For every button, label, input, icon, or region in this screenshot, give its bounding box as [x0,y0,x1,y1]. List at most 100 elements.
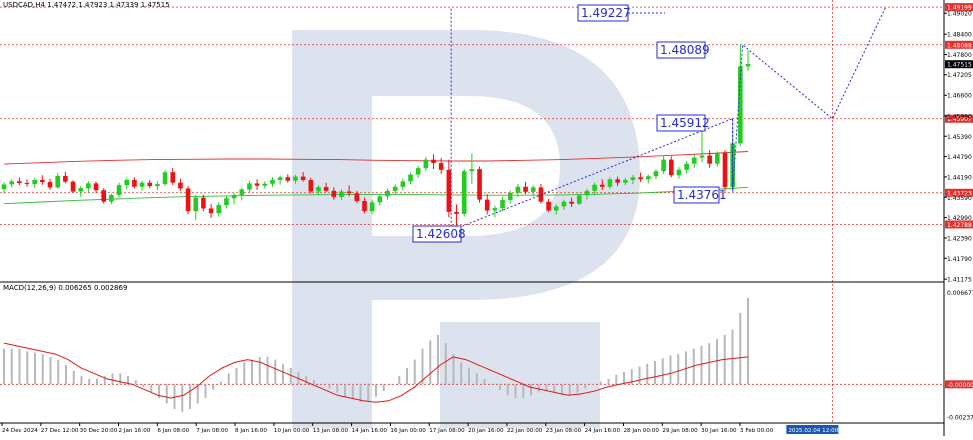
macd-histogram-bar [623,371,625,385]
macd-histogram-bar [189,384,191,410]
candle-body [323,187,329,191]
candle-body [346,191,352,194]
candle-body [423,159,429,169]
forecast-label-box [656,41,706,59]
macd-zero-label-bg [945,380,973,389]
macd-histogram-bar [747,297,749,385]
candle-body [469,169,475,172]
macd-histogram-bar [165,384,168,404]
macd-histogram-bar [638,366,641,385]
candle-body [385,190,390,197]
macd-histogram-bar [576,384,579,393]
macd-histogram-bar [522,384,525,399]
macd-histogram-bar [142,384,145,388]
macd-histogram-bar [630,369,633,385]
macd-histogram-bar [607,378,610,385]
candle-body [231,194,237,199]
time-tick-label: 30 Dec 20:00 [80,428,118,434]
symbol-header: USDCAD,H4 1.47472 1.47923 1.47339 1.4751… [3,1,170,9]
candle-body [553,206,559,211]
macd-signal-line [3,342,749,403]
forecast-path [450,5,887,232]
time-tick-label: 2 Jan 16:00 [119,428,151,434]
time-tick-label: 16 Jan 00:00 [390,428,426,434]
macd-histogram-bar [359,384,362,403]
macd-histogram-bar [119,373,122,385]
candle-body [155,184,160,187]
candle-body [216,205,222,214]
time-tick-label: 8 Jan 16:00 [235,428,267,434]
candle-body [492,208,498,211]
macd-histogram-bar [468,367,470,385]
candle-body [1,184,7,190]
candle-body [745,64,751,67]
candle-body [415,168,421,175]
candle-body [132,179,137,187]
macd-histogram-bar [127,376,129,385]
price-tick-label: 1.41175 [947,277,972,284]
macd-histogram-bar [320,384,323,385]
forecast-label: 1.45912 [660,116,710,130]
macd-tick-label: -0.000000 [947,382,973,389]
macd-histogram-bar [375,384,377,397]
candle-body [408,174,413,182]
macd-histogram-bar [483,378,486,385]
candle-body [592,184,597,191]
candle-body [178,182,183,189]
forecast-labels: 1.49227 1.48089 1.45912 1.43761 1.42608 [412,4,727,243]
candle-body [239,189,245,195]
candle-body [63,175,68,182]
candle-body [392,186,398,191]
macd-histogram-bar [530,384,532,396]
candle-body [477,169,482,200]
macd-histogram-bar [235,367,238,385]
level-label-bg [945,220,973,229]
price-tick-label: 1.45990 [947,113,972,120]
macd-histogram-bar [96,378,98,385]
candle-body [277,177,283,180]
candle-body [55,175,60,188]
time-tick-label: 22 Jan 00:00 [507,428,543,434]
candle-body [17,181,22,184]
watermark-block [440,322,600,428]
candle-body [431,159,436,164]
macd-histogram-bar [266,356,269,385]
macd-histogram-bar [421,348,424,385]
candle-body [584,190,590,196]
candle-body [692,157,697,164]
candle-body [645,176,651,180]
macd-histogram-bar [382,384,385,392]
candle-body [185,188,191,212]
macd-histogram-bar [661,358,664,385]
macd-histogram-bar [646,363,649,385]
candle-body [638,177,643,180]
candle-body [339,191,344,197]
macd-histogram-bar [390,384,393,385]
time-tick-label: 7 Jan 08:00 [196,428,228,434]
candle-body [369,202,375,212]
macd-histogram-bar [568,384,571,396]
price-tick-label: 1.42390 [947,235,972,242]
candle-body [500,199,505,209]
time-tick-label: 27 Dec 12:00 [41,428,79,434]
forecast-label: 1.49227 [581,6,631,20]
price-tick-label: 1.44790 [947,154,972,161]
candle-body [293,176,298,181]
macd-histogram-bar [700,345,703,385]
time-tick-label: 10 Jan 00:00 [274,428,310,434]
macd-histogram-bar [437,334,439,385]
macd-histogram-bar [282,363,284,385]
candle-body [377,196,383,203]
macd-histogram-bar [708,343,711,385]
level-label: 1.45907 [947,116,972,123]
candle-body [124,179,130,186]
candle-body [454,211,459,214]
candle-body [630,177,636,180]
candle-body [722,152,728,188]
macd-histogram-bar [561,384,563,396]
macd-histogram-bar [10,348,13,385]
macd-histogram-bar [80,376,83,385]
candle-body [661,159,666,172]
time-highlight-label: 2025.02.04 12:00 [788,428,838,434]
